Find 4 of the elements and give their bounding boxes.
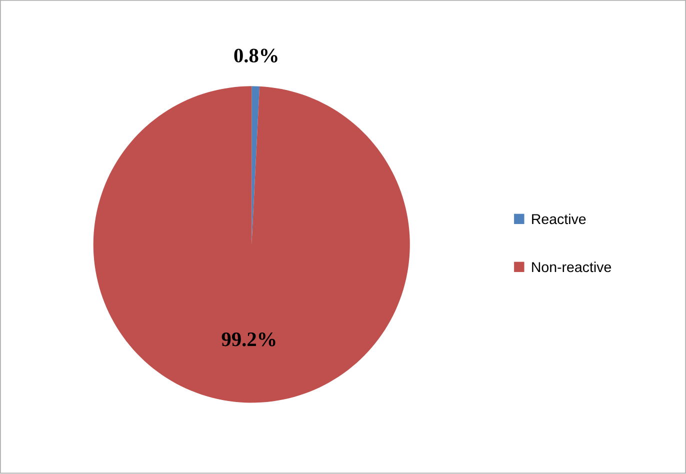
data-label: 99.2% xyxy=(222,332,276,346)
data-label: 0.8% xyxy=(234,48,278,63)
legend-label: Non-reactive xyxy=(532,262,612,272)
legend-label: Reactive xyxy=(532,214,586,224)
